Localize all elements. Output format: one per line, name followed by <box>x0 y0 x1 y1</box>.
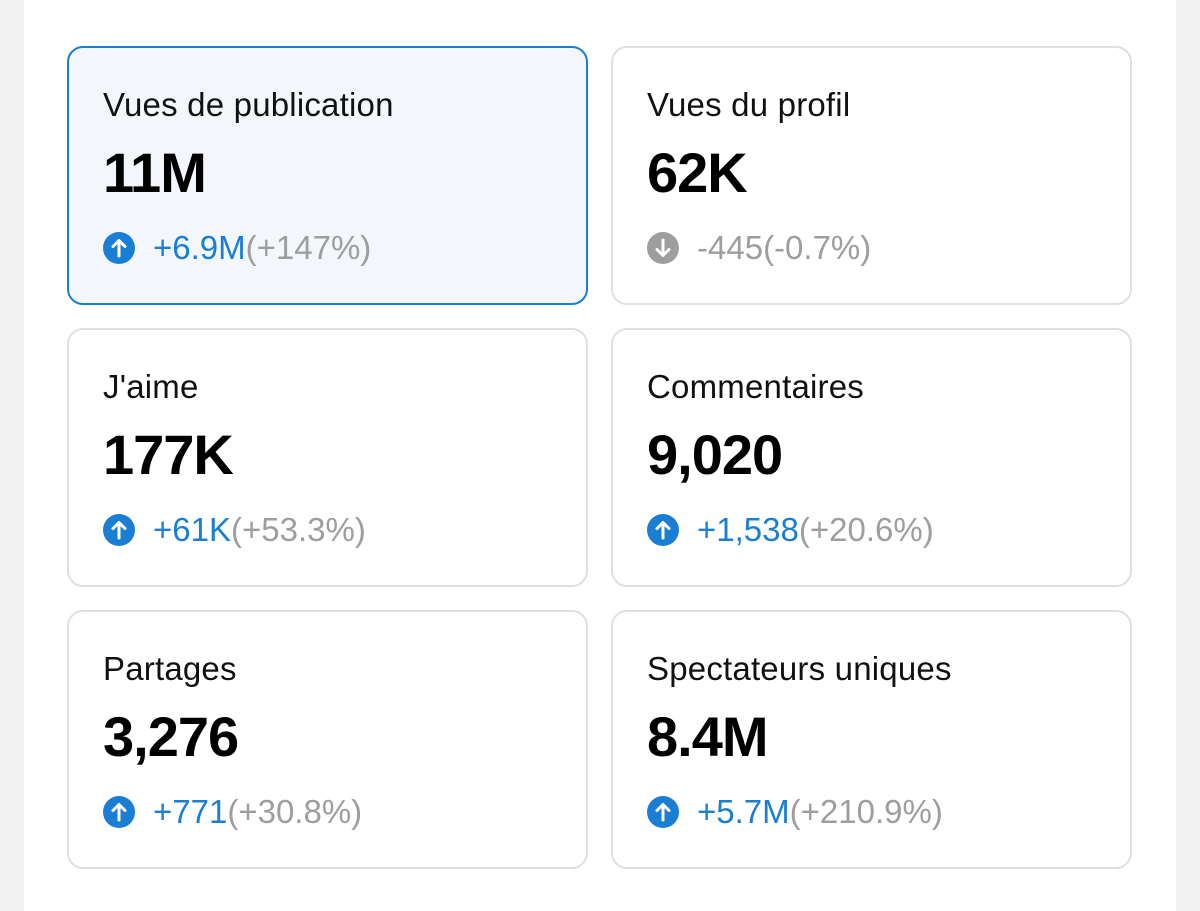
arrow-up-circle-icon <box>647 796 679 828</box>
metric-label: Partages <box>103 650 237 687</box>
arrow-up-circle-icon <box>103 514 135 546</box>
metric-value: 8.4M <box>647 705 768 768</box>
metric-change: -445 (-0.7%) <box>647 228 871 268</box>
arrow-down-circle-icon <box>647 232 679 264</box>
metric-card-unique-viewers[interactable]: Spectateurs uniques 8.4M +5.7M (+210.9%) <box>611 610 1132 869</box>
metric-change-percent: (+210.9%) <box>789 793 943 830</box>
analytics-panel: Vues de publication 11M +6.9M (+147%) Vu… <box>24 0 1176 911</box>
metric-value: 11M <box>103 141 207 204</box>
metric-value: 9,020 <box>647 423 783 486</box>
metric-value: 62K <box>647 141 748 204</box>
metric-change-percent: (+147%) <box>245 229 372 266</box>
metric-change-absolute: +6.9M <box>153 229 246 266</box>
metrics-grid: Vues de publication 11M +6.9M (+147%) Vu… <box>67 46 1132 869</box>
metric-label: Spectateurs uniques <box>647 650 952 687</box>
metric-label: Commentaires <box>647 368 864 405</box>
metric-value: 3,276 <box>103 705 239 768</box>
metric-card-profile-views[interactable]: Vues du profil 62K -445 (-0.7%) <box>611 46 1132 305</box>
arrow-up-circle-icon <box>103 232 135 264</box>
arrow-up-circle-icon <box>103 796 135 828</box>
metric-change-percent: (+30.8%) <box>227 793 363 830</box>
metric-change-percent: (-0.7%) <box>763 229 872 266</box>
metric-card-comments[interactable]: Commentaires 9,020 +1,538 (+20.6%) <box>611 328 1132 587</box>
arrow-up-circle-icon <box>647 514 679 546</box>
metric-change-absolute: +5.7M <box>697 793 790 830</box>
metric-label: Vues du profil <box>647 86 851 123</box>
metric-change-absolute: -445 <box>697 229 764 266</box>
metric-change-absolute: +61K <box>153 511 231 548</box>
metric-card-shares[interactable]: Partages 3,276 +771 (+30.8%) <box>67 610 588 869</box>
metric-card-likes[interactable]: J'aime 177K +61K (+53.3%) <box>67 328 588 587</box>
metric-change: +61K (+53.3%) <box>103 510 366 550</box>
metric-value: 177K <box>103 423 234 486</box>
metric-label: Vues de publication <box>103 86 394 123</box>
metric-change-percent: (+20.6%) <box>798 511 934 548</box>
metric-change: +771 (+30.8%) <box>103 792 362 832</box>
metric-card-post-views[interactable]: Vues de publication 11M +6.9M (+147%) <box>67 46 588 305</box>
metric-change-percent: (+53.3%) <box>231 511 366 548</box>
metric-change-absolute: +1,538 <box>697 511 799 548</box>
metric-change: +5.7M (+210.9%) <box>647 792 943 832</box>
metric-change: +1,538 (+20.6%) <box>647 510 934 550</box>
metric-change-absolute: +771 <box>153 793 228 830</box>
metric-change: +6.9M (+147%) <box>103 228 371 268</box>
metric-label: J'aime <box>103 368 199 405</box>
